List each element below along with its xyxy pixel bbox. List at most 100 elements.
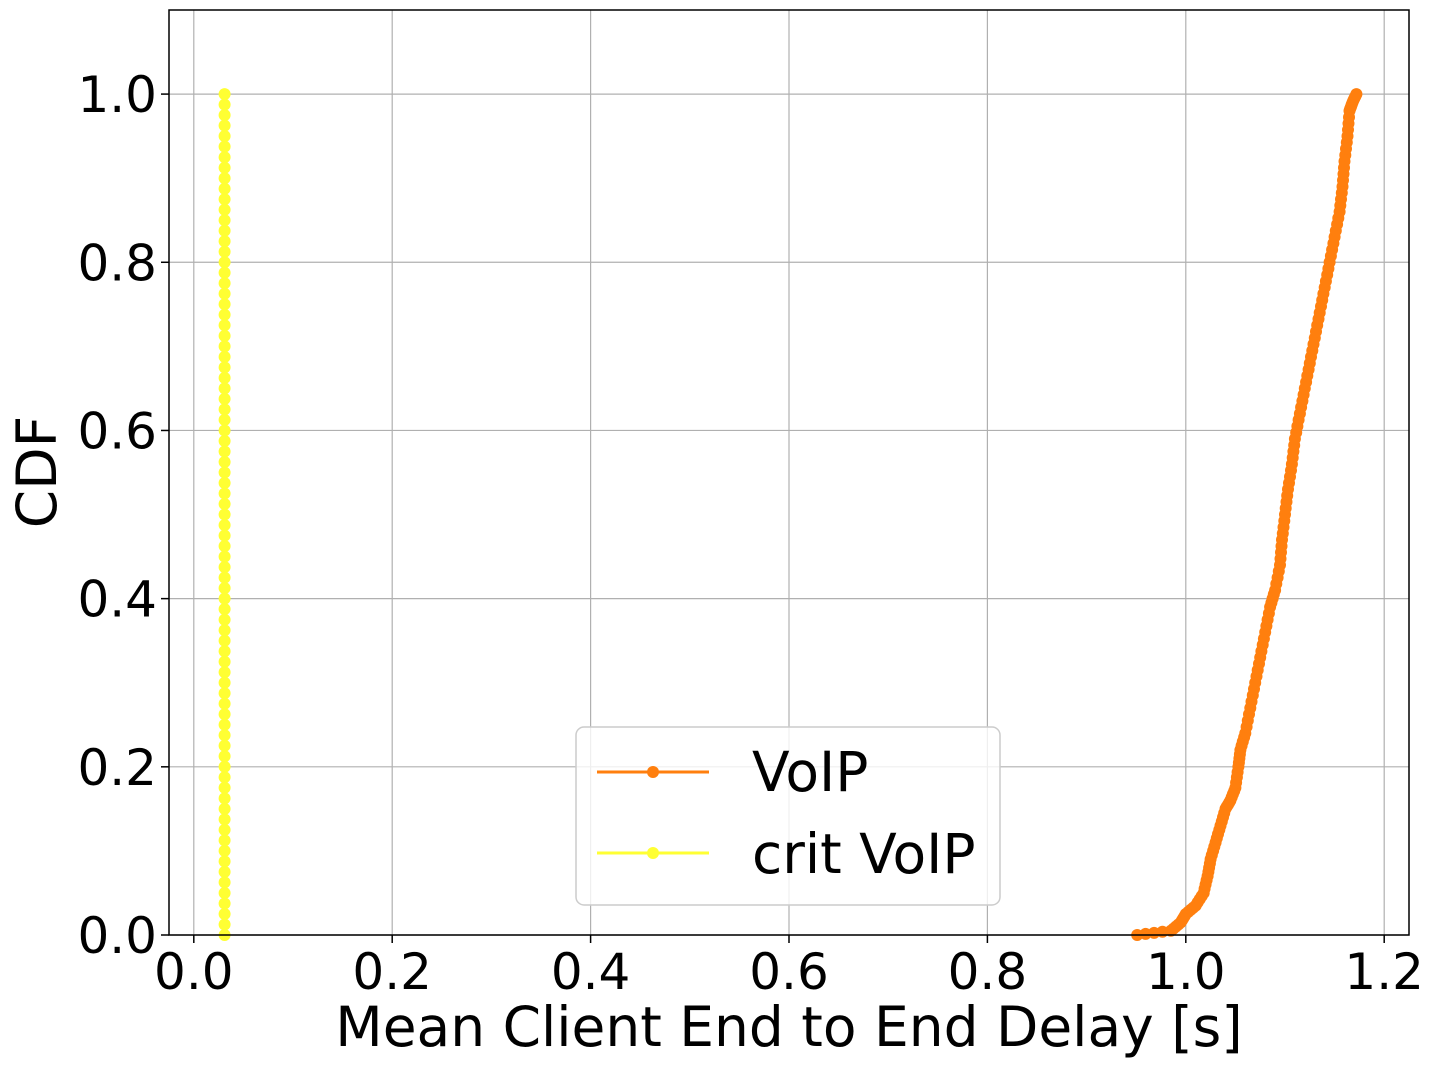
data-point [218,834,231,847]
data-point [218,340,231,353]
data-point [218,781,231,794]
data-point [218,802,231,815]
data-point [218,508,231,521]
y-tick-label: 0.2 [77,739,157,797]
data-point [218,130,231,143]
data-point [218,760,231,773]
data-point [218,277,231,290]
data-point [218,823,231,836]
data-point [218,687,231,700]
data-point [218,392,231,405]
data-point [218,865,231,878]
series-line [1137,93,1358,937]
data-point [218,792,231,805]
data-point [1350,88,1363,101]
data-point [218,256,231,269]
y-tick-label: 0.8 [77,234,157,292]
data-point [218,329,231,342]
legend-entry-crit-voip: crit VoIP [597,822,976,886]
y-axis-label: CDF [5,416,69,528]
data-point [218,424,231,437]
data-point [218,466,231,479]
data-point [218,729,231,742]
y-tick-label: 0.4 [77,571,157,629]
data-point [218,203,231,216]
x-tick-label: 0.2 [352,943,432,1001]
data-point [218,855,231,868]
data-point [218,161,231,174]
data-point [218,109,231,122]
data-point [218,529,231,542]
data-point [218,676,231,689]
data-point [218,655,231,668]
data-point [218,487,231,500]
legend-swatch-marker [647,766,659,778]
x-tick-label: 1.0 [1146,943,1226,1001]
legend-swatch-marker [647,847,659,859]
data-point [218,634,231,647]
legend-label: crit VoIP [752,822,976,886]
data-point [218,477,231,489]
data-point [218,613,231,626]
data-point [218,413,231,426]
series-layer [218,88,1363,941]
data-point [218,582,231,595]
data-point [218,319,231,332]
x-axis-label: Mean Client End to End Delay [s] [335,995,1243,1059]
data-point [218,151,231,164]
legend: VoIP crit VoIP [575,726,1001,906]
x-axis-ticks: 0.0 0.2 0.4 0.6 0.8 1.0 1.2 [154,935,1424,1001]
x-tick-label: 1.2 [1344,943,1424,1001]
data-point [218,697,231,710]
legend-label: VoIP [752,740,868,804]
data-point [218,918,231,931]
data-point [218,214,231,227]
data-point [218,771,231,784]
data-point [218,98,231,111]
data-point [218,298,231,311]
data-point [218,876,231,889]
data-point [218,245,231,258]
data-point [218,666,231,679]
data-point [218,718,231,731]
data-point [218,403,231,416]
x-tick-label: 0.0 [154,943,234,1001]
data-point [218,172,231,185]
data-point [218,445,231,458]
data-point [218,592,231,605]
grid [169,10,1409,936]
data-point [218,540,231,553]
data-point [218,456,231,468]
y-tick-label: 1.0 [77,66,157,124]
series-voip [1131,88,1363,941]
data-point [218,235,231,248]
data-point [218,350,231,363]
data-point [218,88,231,101]
y-tick-label: 0.6 [77,402,157,460]
data-point [218,813,231,826]
data-point [218,603,231,616]
data-point [218,308,231,321]
data-point [218,908,231,920]
data-point [218,561,231,574]
data-point [218,371,231,384]
data-point [218,382,231,395]
data-point [218,287,231,300]
data-point [218,645,231,658]
data-point [218,498,231,510]
data-point [218,887,231,899]
data-point [218,119,231,132]
data-point [218,361,231,374]
data-point [218,140,231,153]
data-point [218,708,231,721]
x-tick-label: 0.4 [551,943,631,1001]
data-point [218,844,231,857]
data-point [218,266,231,279]
series-crit-voip [218,88,231,941]
data-point [218,435,231,447]
data-point [218,193,231,206]
y-tick-label: 0.0 [77,907,157,965]
data-point [218,750,231,763]
data-point [218,550,231,563]
